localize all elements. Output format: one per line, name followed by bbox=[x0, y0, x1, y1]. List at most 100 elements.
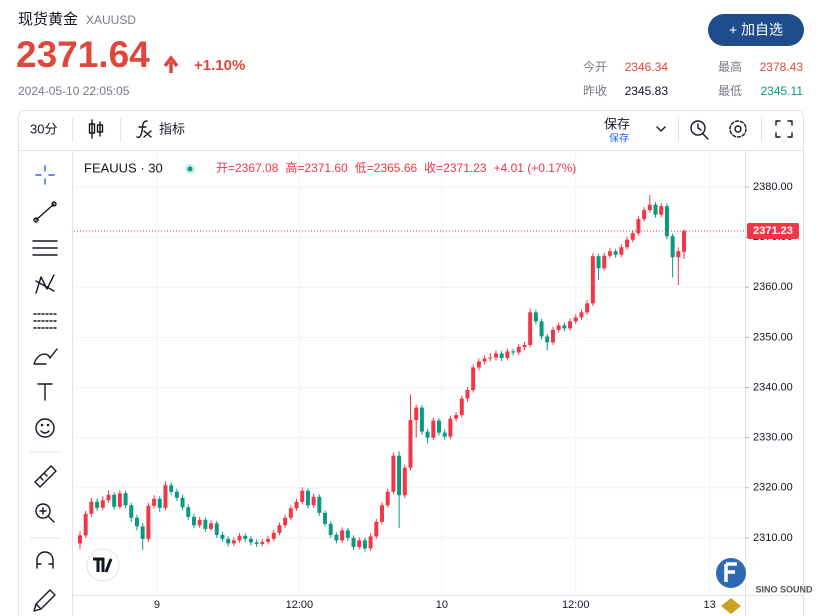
candle-body bbox=[123, 493, 128, 506]
candle-body bbox=[454, 415, 459, 419]
stat-value: 2346.34 bbox=[625, 60, 669, 74]
candle-body bbox=[328, 523, 333, 535]
lock-tool[interactable] bbox=[33, 589, 56, 612]
candle-body bbox=[283, 517, 288, 526]
candle-body bbox=[169, 485, 174, 492]
candle-body bbox=[117, 493, 122, 507]
candle-body bbox=[334, 534, 339, 541]
add-watchlist-label[interactable]: + 加自选 bbox=[729, 22, 783, 38]
x-tick-label: 9 bbox=[154, 599, 160, 611]
candle-body bbox=[414, 407, 419, 421]
candle-body bbox=[664, 206, 669, 237]
save-button[interactable]: 保存 bbox=[604, 116, 630, 131]
x-tick-label: 10 bbox=[436, 599, 448, 611]
candle-body bbox=[345, 530, 350, 538]
candle-body bbox=[214, 523, 219, 535]
candle-body bbox=[288, 508, 293, 518]
interval-button[interactable]: 30分 bbox=[30, 121, 57, 136]
text-tool[interactable] bbox=[37, 383, 53, 401]
candle-body bbox=[106, 494, 111, 501]
candle-body bbox=[305, 490, 310, 506]
measure-tool[interactable] bbox=[34, 465, 57, 488]
candle-body bbox=[186, 507, 191, 517]
candle-body bbox=[488, 357, 493, 359]
candle-body bbox=[499, 353, 504, 358]
fib-tool[interactable] bbox=[32, 240, 58, 256]
candle-body bbox=[163, 485, 168, 508]
grid bbox=[74, 152, 745, 595]
icon-tool[interactable] bbox=[35, 418, 55, 438]
legend-value: 开=2367.08 bbox=[216, 161, 279, 175]
add-watchlist-button[interactable] bbox=[708, 14, 804, 46]
candle-body bbox=[140, 526, 145, 539]
chart-frame bbox=[18, 110, 804, 616]
legend-value: 收=2371.23 bbox=[424, 161, 487, 175]
candle-body bbox=[636, 219, 641, 234]
trendline-tool[interactable] bbox=[33, 201, 57, 223]
instrument-symbol: XAUUSD bbox=[86, 13, 136, 27]
timestamp: 2024-05-10 22:05:05 bbox=[18, 84, 130, 98]
candle-body bbox=[397, 455, 402, 496]
settings-button[interactable] bbox=[729, 120, 747, 138]
zoom-tool[interactable] bbox=[35, 503, 55, 523]
axes: 2310.00 2320.00 2330.00 2340.00 2350.00 2360.… bbox=[154, 181, 799, 611]
status-dot bbox=[187, 166, 193, 172]
candle-body bbox=[254, 542, 259, 544]
fullscreen-button[interactable] bbox=[775, 120, 793, 138]
stat-label: 最低 bbox=[718, 84, 742, 98]
candle-body bbox=[134, 517, 139, 527]
candle-body bbox=[522, 344, 527, 347]
y-tick-label: 2380.00 bbox=[753, 181, 793, 193]
stat-label: 昨收 bbox=[583, 84, 607, 98]
candle-body bbox=[385, 491, 390, 506]
candle-body bbox=[191, 516, 196, 526]
candle-body bbox=[482, 358, 487, 362]
alert-button[interactable] bbox=[690, 120, 709, 140]
y-tick-label: 2330.00 bbox=[753, 432, 793, 444]
candle-body bbox=[585, 303, 590, 313]
x-tick-label: 13 bbox=[704, 599, 716, 611]
brush-tool[interactable] bbox=[33, 348, 58, 365]
candle-body bbox=[209, 523, 214, 529]
candle-body bbox=[260, 541, 265, 544]
last-price-label: 2371.23 bbox=[753, 225, 793, 237]
indicators-button[interactable]: 指标 bbox=[159, 121, 185, 136]
candle-body bbox=[562, 325, 567, 329]
candle-body bbox=[659, 206, 664, 215]
candle-body bbox=[545, 336, 550, 343]
indicators-icon[interactable] bbox=[136, 120, 152, 139]
crosshair-tool[interactable] bbox=[35, 165, 55, 185]
candle-body bbox=[653, 204, 658, 215]
candle-body bbox=[670, 236, 675, 258]
stat-label: 最高 bbox=[718, 59, 742, 74]
stat-label: 今开 bbox=[583, 59, 607, 74]
magnet-tool[interactable] bbox=[36, 551, 54, 569]
candle-body bbox=[174, 491, 179, 498]
candle-body bbox=[419, 407, 424, 432]
y-tick-label: 2350.00 bbox=[753, 331, 793, 343]
candle-body bbox=[505, 351, 510, 358]
candle-body bbox=[89, 501, 94, 514]
tv-logo bbox=[86, 548, 120, 582]
candle-body bbox=[368, 536, 373, 549]
chart-type-button[interactable] bbox=[88, 119, 104, 139]
stat-value: 2345.11 bbox=[761, 84, 804, 98]
pattern-tool[interactable] bbox=[35, 274, 55, 294]
candle-body bbox=[431, 420, 436, 438]
candle-body bbox=[568, 321, 573, 329]
candle-body bbox=[550, 329, 555, 343]
projection-tool[interactable] bbox=[33, 313, 57, 329]
candle-body bbox=[203, 519, 208, 529]
instrument-name: 现货黄金 bbox=[18, 11, 78, 28]
candle-body bbox=[676, 251, 681, 258]
candle-body bbox=[402, 467, 407, 496]
candle-body bbox=[231, 540, 236, 544]
y-tick-label: 2340.00 bbox=[753, 381, 793, 393]
candle-body bbox=[294, 501, 299, 509]
candle-body bbox=[613, 251, 618, 255]
candle-body bbox=[220, 534, 225, 539]
candle-body bbox=[459, 398, 464, 416]
save-menu[interactable] bbox=[656, 126, 666, 132]
candle-body bbox=[471, 367, 476, 391]
